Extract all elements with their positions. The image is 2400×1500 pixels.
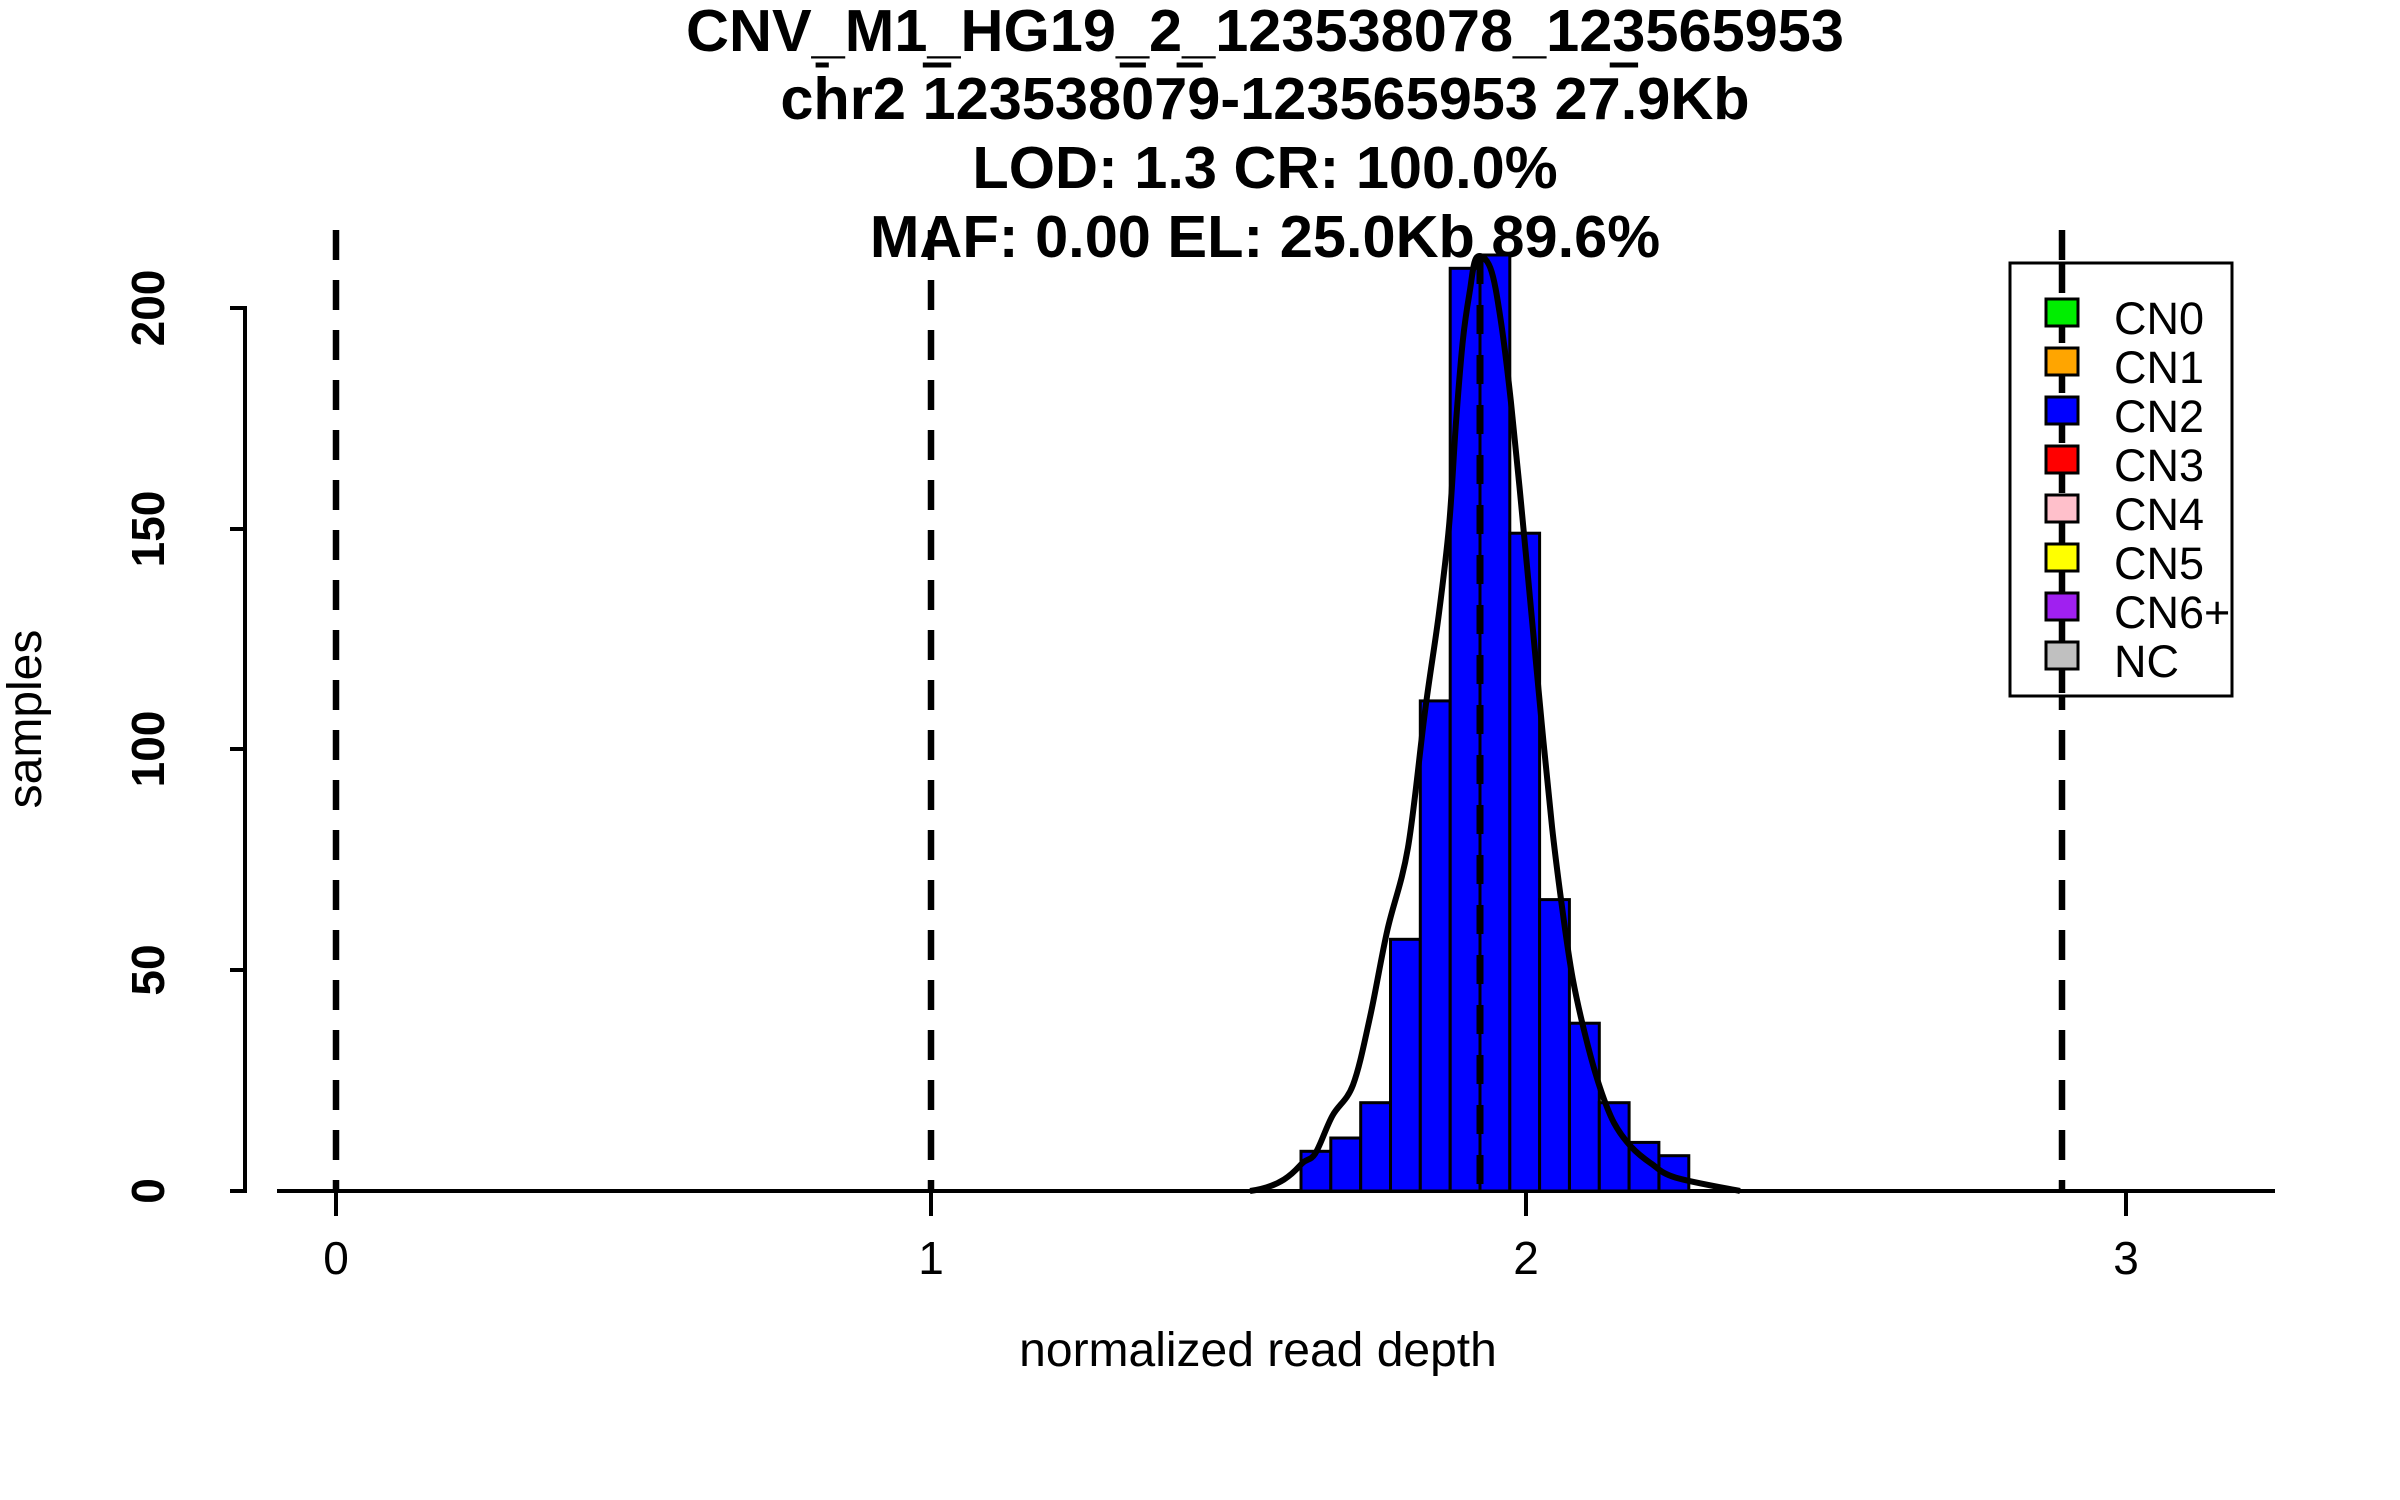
svg-text:0: 0 [122, 1178, 174, 1204]
svg-text:100: 100 [122, 711, 174, 788]
svg-text:2: 2 [1513, 1232, 1539, 1284]
svg-text:1: 1 [918, 1232, 944, 1284]
svg-text:samples: samples [0, 630, 52, 809]
svg-text:NC: NC [2114, 636, 2179, 687]
svg-text:CN0: CN0 [2114, 293, 2204, 344]
svg-text:200: 200 [122, 270, 174, 347]
svg-text:MAF: 0.00 EL: 25.0Kb 89.6%: MAF: 0.00 EL: 25.0Kb 89.6% [870, 203, 1660, 270]
svg-text:LOD: 1.3 CR: 100.0%: LOD: 1.3 CR: 100.0% [972, 134, 1557, 201]
svg-text:normalized read depth: normalized read depth [1019, 1324, 1497, 1377]
svg-text:CN3: CN3 [2114, 440, 2204, 491]
svg-text:0: 0 [323, 1232, 349, 1284]
svg-text:chr2 123538079-123565953 27.9K: chr2 123538079-123565953 27.9Kb [780, 65, 1749, 132]
svg-text:CN6+: CN6+ [2114, 587, 2230, 638]
svg-text:3: 3 [2113, 1232, 2139, 1284]
svg-text:CN2: CN2 [2114, 391, 2204, 442]
svg-text:CNV_M1_HG19_2_123538078_123565: CNV_M1_HG19_2_123538078_123565953 [686, 0, 1844, 64]
svg-text:CN1: CN1 [2114, 342, 2204, 393]
svg-text:50: 50 [122, 944, 174, 995]
svg-text:CN5: CN5 [2114, 538, 2204, 589]
svg-text:150: 150 [122, 491, 174, 568]
svg-text:CN4: CN4 [2114, 489, 2204, 540]
